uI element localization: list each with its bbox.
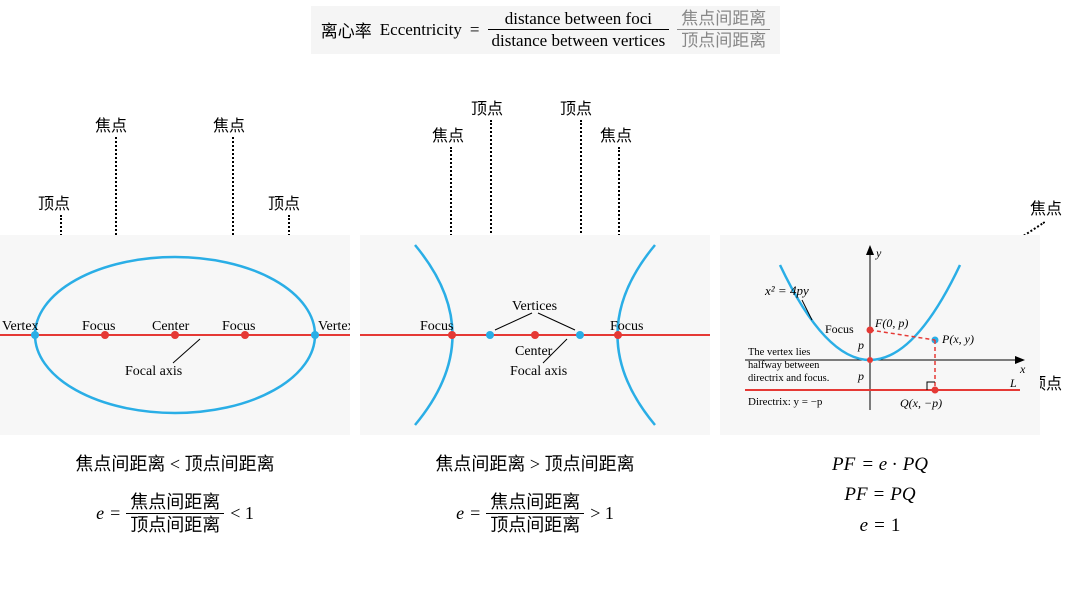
ellipse-axis-pointer xyxy=(173,339,200,363)
ellipse-frac: 焦点间距离 顶点间距离 xyxy=(126,491,224,537)
diagram-row: Vertex Focus Center Focus Vertex Focal a… xyxy=(0,235,1040,435)
one3: 1 xyxy=(891,511,901,541)
header-fraction-en: distance between foci distance between v… xyxy=(488,8,670,52)
e-eq1: = xyxy=(110,499,120,528)
pq1: PQ xyxy=(903,450,928,480)
ellipse-center-en: Center xyxy=(152,319,190,334)
frac-cn-den: 顶点间距离 xyxy=(677,29,770,51)
parabola-eq-l3: e = 1 xyxy=(860,511,901,541)
e-lhs1: e xyxy=(96,499,104,528)
hyperbola-center xyxy=(531,331,539,339)
hyperbola-cmp: > 1 xyxy=(590,499,614,528)
hyperbola-svg: Focus Vertices Focus Center Focal axis xyxy=(360,235,710,435)
ellipse-frac-num: 焦点间距离 xyxy=(126,491,224,514)
ellipse-focus-left-en: Focus xyxy=(82,319,115,334)
hyperbola-focus-left-en: Focus xyxy=(420,319,453,334)
eccentricity-label-cn: 离心率 xyxy=(321,17,372,42)
eq2: = xyxy=(874,480,885,510)
ellipse-panel: Vertex Focus Center Focus Vertex Focal a… xyxy=(0,235,350,435)
hyperbola-bottom-eq: e = 焦点间距离 顶点间距离 > 1 xyxy=(456,491,614,537)
pf2: PF xyxy=(844,480,867,510)
parabola-eq-l2: PF = PQ xyxy=(844,480,915,510)
hyperbola-focus-right-en: Focus xyxy=(610,319,643,334)
e-lhs2: e xyxy=(456,499,464,528)
parabola-focus-cn: 焦点 xyxy=(1030,195,1062,219)
y-arrow xyxy=(866,245,874,255)
ellipse-bottom: 焦点间距离 < 顶点间距离 e = 焦点间距离 顶点间距离 < 1 xyxy=(0,450,350,541)
parabola-eq-l1: PF = e · PQ xyxy=(832,450,928,480)
ellipse-cmp: < 1 xyxy=(230,499,254,528)
hyperbola-vertices-en: Vertices xyxy=(512,299,557,314)
ellipse-vertex-right-cn: 顶点 xyxy=(268,190,300,214)
eq3: = xyxy=(874,511,885,541)
ellipse-svg: Vertex Focus Center Focus Vertex Focal a… xyxy=(0,235,350,435)
pq2: PQ xyxy=(890,480,915,510)
header-fraction-cn: 焦点间距离 顶点间距离 xyxy=(677,8,770,52)
ellipse-bottom-line1: 焦点间距离 < 顶点间距离 xyxy=(0,450,350,479)
hyperbola-frac-num: 焦点间距离 xyxy=(486,491,584,514)
e3: e xyxy=(860,511,868,541)
origin-point xyxy=(867,357,873,363)
directrix-label: Directrix: y = −p xyxy=(748,396,823,408)
note-l2: halfway between xyxy=(748,360,820,371)
hyperbola-vertex-right-cn: 顶点 xyxy=(560,95,592,119)
hyperbola-focal-axis-label: Focal axis xyxy=(510,364,567,379)
Q-label: Q(x, −p) xyxy=(900,396,942,410)
y-label: y xyxy=(875,246,882,260)
hyperbola-bottom: 焦点间距离 > 顶点间距离 e = 焦点间距离 顶点间距离 > 1 xyxy=(360,450,710,541)
parabola-bottom: PF = e · PQ PF = PQ e = 1 xyxy=(720,450,1040,541)
ellipse-bottom-eq: e = 焦点间距离 顶点间距离 < 1 xyxy=(96,491,254,537)
frac-en-num: distance between foci xyxy=(501,8,656,29)
note-l3: directrix and focus. xyxy=(748,373,829,384)
P-label: P(x, y) xyxy=(941,332,974,346)
hyperbola-focus-right-cn: 焦点 xyxy=(600,122,632,146)
frac-en-den: distance between vertices xyxy=(488,29,670,51)
hyperbola-frac: 焦点间距离 顶点间距离 xyxy=(486,491,584,537)
ellipse-vertex-left-en: Vertex xyxy=(2,319,39,334)
hyperbola-vertex-left xyxy=(486,331,494,339)
e-eq2: = xyxy=(470,499,480,528)
L-label: L xyxy=(1009,376,1017,390)
hyperbola-vertex-right xyxy=(576,331,584,339)
bottom-row: 焦点间距离 < 顶点间距离 e = 焦点间距离 顶点间距离 < 1 焦点间距离 … xyxy=(0,450,1091,541)
ellipse-vertex-left-cn: 顶点 xyxy=(38,190,70,214)
hyperbola-vert-pointer-l xyxy=(495,313,532,330)
ellipse-frac-den: 顶点间距离 xyxy=(126,513,224,537)
hyperbola-center-en: Center xyxy=(515,344,553,359)
parabola-svg: y x L x² = 4py Focus F(0, p) p p The ver… xyxy=(720,235,1040,435)
Q-point xyxy=(932,387,939,394)
mid1: = e · xyxy=(861,450,897,480)
p-down: p xyxy=(857,369,864,383)
hyperbola-vertex-left-cn: 顶点 xyxy=(471,95,503,119)
pf1: PF xyxy=(832,450,855,480)
p-up: p xyxy=(857,338,864,352)
F-label: F(0, p) xyxy=(874,316,908,330)
parabola-panel: y x L x² = 4py Focus F(0, p) p p The ver… xyxy=(720,235,1040,435)
hyperbola-vert-pointer-r xyxy=(538,313,575,330)
equals-sign: = xyxy=(470,20,480,40)
frac-cn-num: 焦点间距离 xyxy=(677,8,770,29)
ellipse-focus-right-en: Focus xyxy=(222,319,255,334)
hyperbola-focus-left-cn: 焦点 xyxy=(432,122,464,146)
ellipse-vertex-right-en: Vertex xyxy=(318,319,350,334)
note-l1: The vertex lies xyxy=(748,347,810,358)
parabola-eq: x² = 4py xyxy=(764,283,809,298)
hyperbola-frac-den: 顶点间距离 xyxy=(486,513,584,537)
x-label: x xyxy=(1019,362,1026,376)
hyperbola-panel: Focus Vertices Focus Center Focal axis xyxy=(360,235,710,435)
header-formula: 离心率 Eccentricity = distance between foci… xyxy=(0,6,1091,54)
PF-line xyxy=(870,330,935,340)
ellipse-focal-axis-label: Focal axis xyxy=(125,364,182,379)
ellipse-focus-right-cn: 焦点 xyxy=(213,112,245,136)
eccentricity-label-en: Eccentricity xyxy=(380,20,462,40)
focus-label-en: Focus xyxy=(825,322,854,336)
ellipse-focus-left-cn: 焦点 xyxy=(95,112,127,136)
hyperbola-bottom-line1: 焦点间距离 > 顶点间距离 xyxy=(360,450,710,479)
